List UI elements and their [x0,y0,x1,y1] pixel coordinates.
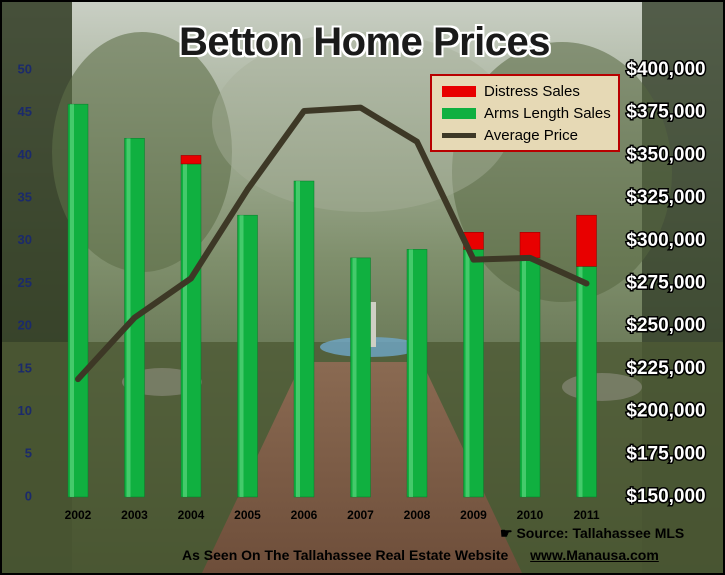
bar-highlight-2003 [126,138,131,497]
left-tick-label: 10 [18,403,32,418]
footer-site-link[interactable]: www.Manausa.com [530,547,659,563]
right-tick-label: $275,000 [626,273,705,294]
average-price-point-2009 [472,258,475,261]
right-tick-label: $200,000 [626,401,705,422]
average-price-point-2008 [416,140,418,143]
right-tick-label: $400,000 [626,59,705,80]
legend-label-arms-length: Arms Length Sales [484,104,611,122]
left-tick-label: 20 [18,318,32,333]
bar-highlight-2004 [183,163,187,497]
right-tick-label: $225,000 [626,358,705,379]
x-tick-label: 2004 [178,508,205,522]
right-tick-label: $375,000 [626,102,705,123]
bar-distress-2011 [576,214,597,267]
average-price-point-2010 [529,256,531,259]
bar-highlight-2009 [465,249,470,497]
bar-distress-2004 [180,155,202,165]
bar-highlight-2008 [409,249,413,497]
left-tick-label: 15 [18,360,32,375]
right-tick-label: $175,000 [626,443,705,464]
left-tick-label: 50 [18,61,32,76]
average-price-line [75,104,590,383]
left-tick-label: 0 [25,488,32,503]
footer: As Seen On The Tallahassee Real Estate W… [182,547,659,563]
left-axis-ticks: 0 5 10 15 20 25 30 35 40 45 50 [18,61,32,503]
legend-label-average-price: Average Price [484,126,578,144]
average-price-point-2002 [77,378,79,381]
legend: Distress Sales Arms Length Sales Average… [430,74,620,152]
x-tick-label: 2007 [347,508,374,522]
source-note: ☛ Source: Tallahassee MLS [500,525,684,542]
average-price-point-2005 [246,188,249,191]
legend-label-distress: Distress Sales [484,82,580,100]
x-tick-label: 2008 [404,508,431,522]
bar-highlight-2011 [578,266,583,497]
source-text: Source: Tallahassee MLS [516,525,685,541]
bar-highlight-2007 [352,257,357,497]
legend-swatch-arms-length [442,107,476,119]
average-price-point-2011 [585,282,588,285]
left-tick-label: 40 [18,147,32,162]
average-price-point-2004 [190,277,192,280]
right-tick-label: $350,000 [626,144,705,165]
right-tick-label: $150,000 [626,486,705,507]
bar-highlight-2002 [70,104,74,497]
left-tick-label: 25 [18,275,32,290]
right-tick-label: $250,000 [626,315,705,336]
line-series [75,104,590,383]
average-price-point-2007 [359,106,362,109]
right-tick-label: $300,000 [626,230,705,251]
average-price-point-2006 [303,109,305,112]
legend-swatch-average-price [442,132,476,138]
legend-swatch-distress [442,85,476,97]
bar-highlight-2005 [239,215,244,497]
bar-series [67,103,597,498]
chart-title: Betton Home Prices [178,20,551,64]
x-axis-ticks: 2002 2003 2004 2005 2006 2007 2008 2009 2010 2011 [65,508,600,522]
legend-item-distress: Distress Sales [442,81,580,101]
legend-item-average-price: Average Price [442,125,578,145]
x-tick-label: 2011 [573,508,599,522]
x-tick-label: 2006 [291,508,318,522]
bar-highlight-2006 [296,181,300,497]
left-tick-label: 30 [18,232,32,247]
x-tick-label: 2005 [234,508,261,522]
left-tick-label: 5 [25,446,32,461]
right-axis-ticks: $150,000 $175,000 $200,000 $225,000 $250,000… [625,58,707,509]
left-tick-label: 35 [18,190,32,205]
footer-text: As Seen On The Tallahassee Real Estate W… [182,547,509,563]
x-tick-label: 2003 [121,508,148,522]
right-tick-label: $325,000 [626,187,705,208]
x-tick-label: 2010 [517,508,544,522]
average-price-point-2003 [133,316,136,319]
left-tick-label: 45 [18,104,32,119]
hand-pointer-icon: ☛ [500,525,513,541]
legend-item-arms-length: Arms Length Sales [442,103,611,123]
bar-highlight-2010 [522,257,526,497]
x-tick-label: 2002 [65,508,92,522]
x-tick-label: 2009 [460,508,487,522]
bar-distress-2010 [519,232,541,259]
